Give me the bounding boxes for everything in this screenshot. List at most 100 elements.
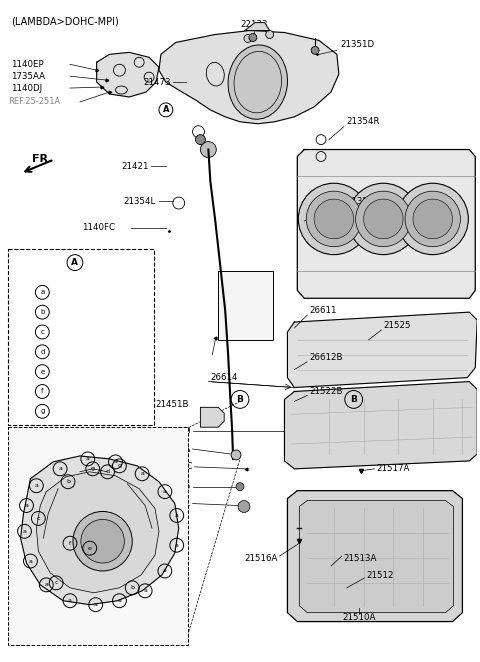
Text: d: d: [106, 469, 109, 474]
Text: a: a: [40, 289, 45, 295]
Text: a: a: [163, 569, 167, 573]
Circle shape: [201, 142, 216, 158]
Circle shape: [81, 520, 124, 563]
Text: 21354R: 21354R: [347, 117, 380, 126]
Text: d: d: [40, 349, 45, 355]
Text: 21451B: 21451B: [155, 400, 189, 409]
Text: b: b: [40, 309, 45, 315]
Text: a: a: [163, 489, 167, 494]
Text: e: e: [88, 545, 92, 551]
Text: 1430JC: 1430JC: [162, 462, 192, 471]
Text: a: a: [86, 456, 90, 461]
Text: 21356E: 21356E: [85, 407, 115, 416]
Circle shape: [238, 500, 250, 512]
Polygon shape: [36, 472, 159, 592]
Polygon shape: [288, 491, 462, 622]
Text: (LAMBDA>DOHC-MPI): (LAMBDA>DOHC-MPI): [11, 17, 119, 26]
Text: g: g: [91, 466, 95, 471]
Text: 21520: 21520: [163, 426, 191, 436]
Text: VIEW: VIEW: [18, 261, 50, 271]
Circle shape: [413, 199, 453, 239]
Text: 22133: 22133: [240, 20, 267, 29]
Text: 21421: 21421: [121, 162, 149, 171]
Text: a: a: [175, 513, 179, 518]
Circle shape: [314, 199, 354, 239]
Circle shape: [298, 183, 370, 255]
Text: 1140EP: 1140EP: [11, 60, 43, 69]
Text: 21515: 21515: [163, 482, 191, 491]
Ellipse shape: [228, 45, 288, 119]
Circle shape: [397, 183, 468, 255]
Circle shape: [236, 483, 244, 491]
Text: b: b: [66, 479, 70, 484]
Text: A: A: [72, 258, 78, 267]
Text: 26611: 26611: [309, 306, 336, 314]
Text: 21351D: 21351D: [341, 40, 375, 49]
Text: PNC: PNC: [103, 272, 120, 281]
Text: e: e: [40, 369, 45, 375]
Text: 21522B: 21522B: [309, 387, 343, 396]
Text: a: a: [58, 466, 62, 471]
Circle shape: [249, 34, 257, 42]
Text: a: a: [94, 602, 97, 607]
Text: c: c: [36, 516, 40, 521]
Text: 26612B: 26612B: [309, 354, 343, 362]
Text: a: a: [175, 543, 179, 547]
Text: 1140CG: 1140CG: [85, 387, 117, 396]
Polygon shape: [96, 52, 159, 97]
Text: c: c: [40, 329, 44, 335]
Text: a: a: [35, 483, 38, 488]
Text: B: B: [350, 395, 357, 404]
Text: REF.25-251A: REF.25-251A: [8, 97, 60, 107]
Circle shape: [311, 46, 319, 54]
Text: 22124A: 22124A: [157, 444, 191, 453]
Text: g: g: [118, 463, 121, 468]
Polygon shape: [21, 456, 179, 604]
Text: 21516A: 21516A: [244, 553, 277, 563]
Polygon shape: [245, 23, 270, 30]
Text: 1140EB: 1140EB: [85, 288, 115, 297]
Text: 1140FZ: 1140FZ: [85, 308, 115, 316]
Circle shape: [244, 34, 252, 42]
Circle shape: [363, 199, 403, 239]
Text: 21353R: 21353R: [347, 197, 380, 206]
Text: 1140EZ: 1140EZ: [85, 367, 115, 376]
Polygon shape: [300, 500, 454, 612]
Text: 1140FC: 1140FC: [82, 223, 115, 232]
Text: 1140DJ: 1140DJ: [11, 83, 42, 93]
Circle shape: [405, 191, 460, 247]
Polygon shape: [288, 312, 477, 387]
Circle shape: [73, 512, 132, 571]
Text: a: a: [28, 559, 32, 563]
Text: 26615: 26615: [218, 330, 246, 340]
Text: c: c: [54, 581, 58, 585]
Text: 21525: 21525: [384, 320, 411, 330]
Text: 21473: 21473: [144, 77, 171, 87]
FancyBboxPatch shape: [218, 271, 273, 340]
Text: a: a: [114, 459, 118, 464]
Text: 21354L: 21354L: [124, 197, 156, 206]
Text: 21517A: 21517A: [376, 464, 410, 473]
Text: f: f: [41, 389, 44, 395]
Text: a: a: [143, 589, 147, 593]
Circle shape: [348, 183, 419, 255]
FancyBboxPatch shape: [8, 427, 188, 645]
Text: a: a: [118, 598, 121, 603]
Text: 26614: 26614: [210, 373, 238, 382]
Text: a: a: [23, 529, 26, 534]
Text: g: g: [40, 408, 45, 414]
Text: 21461: 21461: [163, 499, 191, 508]
FancyBboxPatch shape: [8, 249, 154, 425]
Text: B: B: [237, 395, 243, 404]
Text: a: a: [24, 503, 28, 508]
Circle shape: [266, 30, 274, 38]
Text: A: A: [163, 105, 169, 115]
Polygon shape: [201, 407, 224, 427]
Text: 21510A: 21510A: [342, 613, 375, 622]
Polygon shape: [285, 381, 477, 469]
Text: a: a: [140, 471, 144, 476]
Polygon shape: [297, 150, 475, 299]
Text: 1735AA: 1735AA: [11, 71, 45, 81]
Circle shape: [306, 191, 361, 247]
Text: SYMBOL: SYMBOL: [24, 272, 60, 281]
